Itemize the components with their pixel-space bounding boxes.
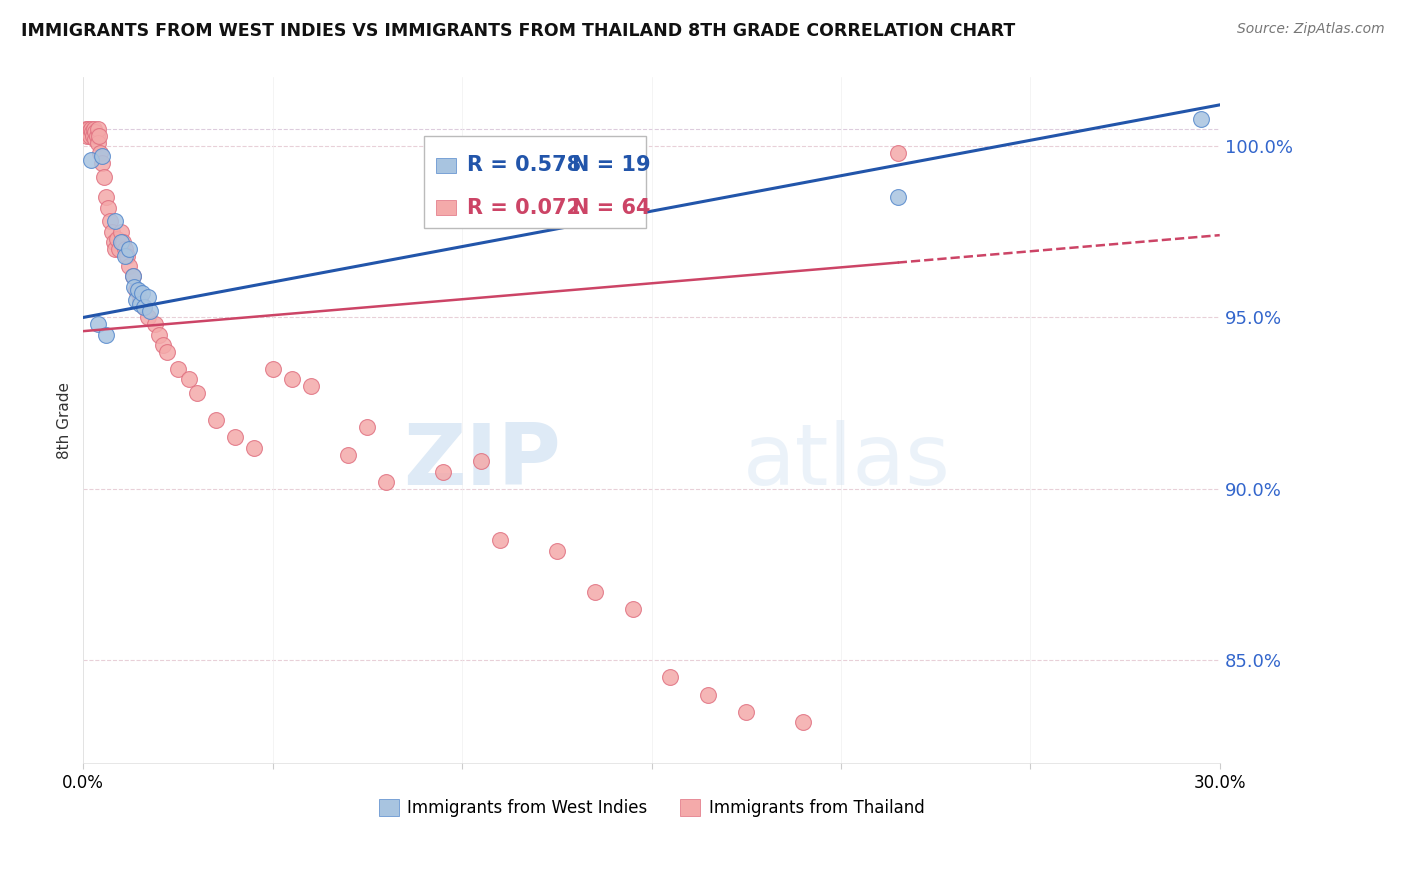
Point bbox=[138, 303, 160, 318]
Point bbox=[108, 242, 131, 256]
Text: Source: ZipAtlas.com: Source: ZipAtlas.com bbox=[1237, 22, 1385, 37]
Text: ZIP: ZIP bbox=[404, 420, 561, 503]
Point bbox=[179, 372, 201, 386]
Point bbox=[129, 296, 152, 310]
Point bbox=[82, 128, 104, 143]
Point bbox=[87, 318, 110, 332]
Point bbox=[205, 413, 228, 427]
Point bbox=[125, 283, 148, 297]
Point bbox=[136, 310, 159, 325]
Y-axis label: 8th Grade: 8th Grade bbox=[58, 382, 72, 458]
Point bbox=[112, 235, 135, 249]
Point bbox=[83, 132, 105, 146]
Point bbox=[110, 235, 132, 249]
Point bbox=[100, 225, 122, 239]
Point bbox=[87, 136, 110, 150]
Point bbox=[224, 430, 246, 444]
Point bbox=[337, 448, 360, 462]
Point bbox=[127, 283, 149, 297]
Legend: Immigrants from West Indies, Immigrants from Thailand: Immigrants from West Indies, Immigrants … bbox=[371, 792, 931, 823]
Point bbox=[262, 362, 284, 376]
Point bbox=[432, 465, 454, 479]
Point bbox=[103, 235, 125, 249]
Point bbox=[124, 279, 146, 293]
Point bbox=[80, 153, 103, 167]
Text: R = 0.578: R = 0.578 bbox=[467, 155, 582, 176]
Point bbox=[80, 121, 103, 136]
Point bbox=[583, 584, 606, 599]
Point bbox=[114, 249, 136, 263]
Text: N = 64: N = 64 bbox=[572, 198, 651, 218]
Point bbox=[79, 128, 101, 143]
Point bbox=[1189, 112, 1212, 126]
Point bbox=[76, 121, 98, 136]
FancyBboxPatch shape bbox=[436, 201, 456, 216]
Point bbox=[136, 290, 159, 304]
Point bbox=[735, 705, 758, 719]
Point bbox=[125, 293, 148, 308]
Point bbox=[697, 688, 720, 702]
Point bbox=[118, 259, 141, 273]
Point bbox=[75, 121, 97, 136]
Point bbox=[118, 242, 141, 256]
Point bbox=[110, 225, 132, 239]
Point bbox=[89, 128, 111, 143]
Point bbox=[470, 454, 492, 468]
Point bbox=[887, 190, 910, 204]
Point bbox=[148, 327, 170, 342]
Point bbox=[80, 125, 103, 139]
Text: R = 0.072: R = 0.072 bbox=[467, 198, 582, 218]
Point bbox=[91, 156, 114, 170]
Point bbox=[132, 300, 155, 314]
Point bbox=[97, 201, 120, 215]
Point bbox=[77, 125, 100, 139]
Point bbox=[86, 121, 108, 136]
Point bbox=[167, 362, 190, 376]
Point bbox=[132, 300, 155, 314]
Point bbox=[489, 533, 512, 548]
Point bbox=[104, 242, 127, 256]
Point bbox=[299, 379, 322, 393]
Point bbox=[121, 269, 143, 284]
Point bbox=[115, 249, 138, 263]
Point bbox=[659, 670, 682, 684]
FancyBboxPatch shape bbox=[436, 158, 456, 173]
Point bbox=[86, 128, 108, 143]
Point bbox=[129, 293, 152, 308]
Point bbox=[621, 602, 644, 616]
Text: N = 19: N = 19 bbox=[572, 155, 651, 176]
Point bbox=[76, 128, 98, 143]
Point bbox=[98, 214, 121, 228]
Point bbox=[131, 286, 153, 301]
Point bbox=[91, 149, 114, 163]
Point bbox=[156, 344, 179, 359]
Point bbox=[114, 242, 136, 256]
Point bbox=[143, 318, 166, 332]
Point bbox=[887, 145, 910, 160]
Text: IMMIGRANTS FROM WEST INDIES VS IMMIGRANTS FROM THAILAND 8TH GRADE CORRELATION CH: IMMIGRANTS FROM WEST INDIES VS IMMIGRANT… bbox=[21, 22, 1015, 40]
Point bbox=[186, 385, 208, 400]
Point bbox=[84, 125, 107, 139]
Point bbox=[121, 269, 143, 284]
Point bbox=[356, 420, 378, 434]
Point bbox=[89, 145, 111, 160]
Point bbox=[104, 214, 127, 228]
Point bbox=[94, 190, 117, 204]
Point bbox=[375, 475, 398, 489]
Point bbox=[792, 714, 814, 729]
FancyBboxPatch shape bbox=[425, 136, 645, 228]
Point bbox=[152, 338, 174, 352]
Point bbox=[94, 327, 117, 342]
Point bbox=[242, 441, 264, 455]
Text: atlas: atlas bbox=[742, 420, 950, 503]
Point bbox=[93, 169, 115, 184]
Point bbox=[280, 372, 302, 386]
Point bbox=[105, 231, 128, 245]
Point bbox=[75, 125, 97, 139]
Point bbox=[83, 121, 105, 136]
Point bbox=[546, 543, 568, 558]
